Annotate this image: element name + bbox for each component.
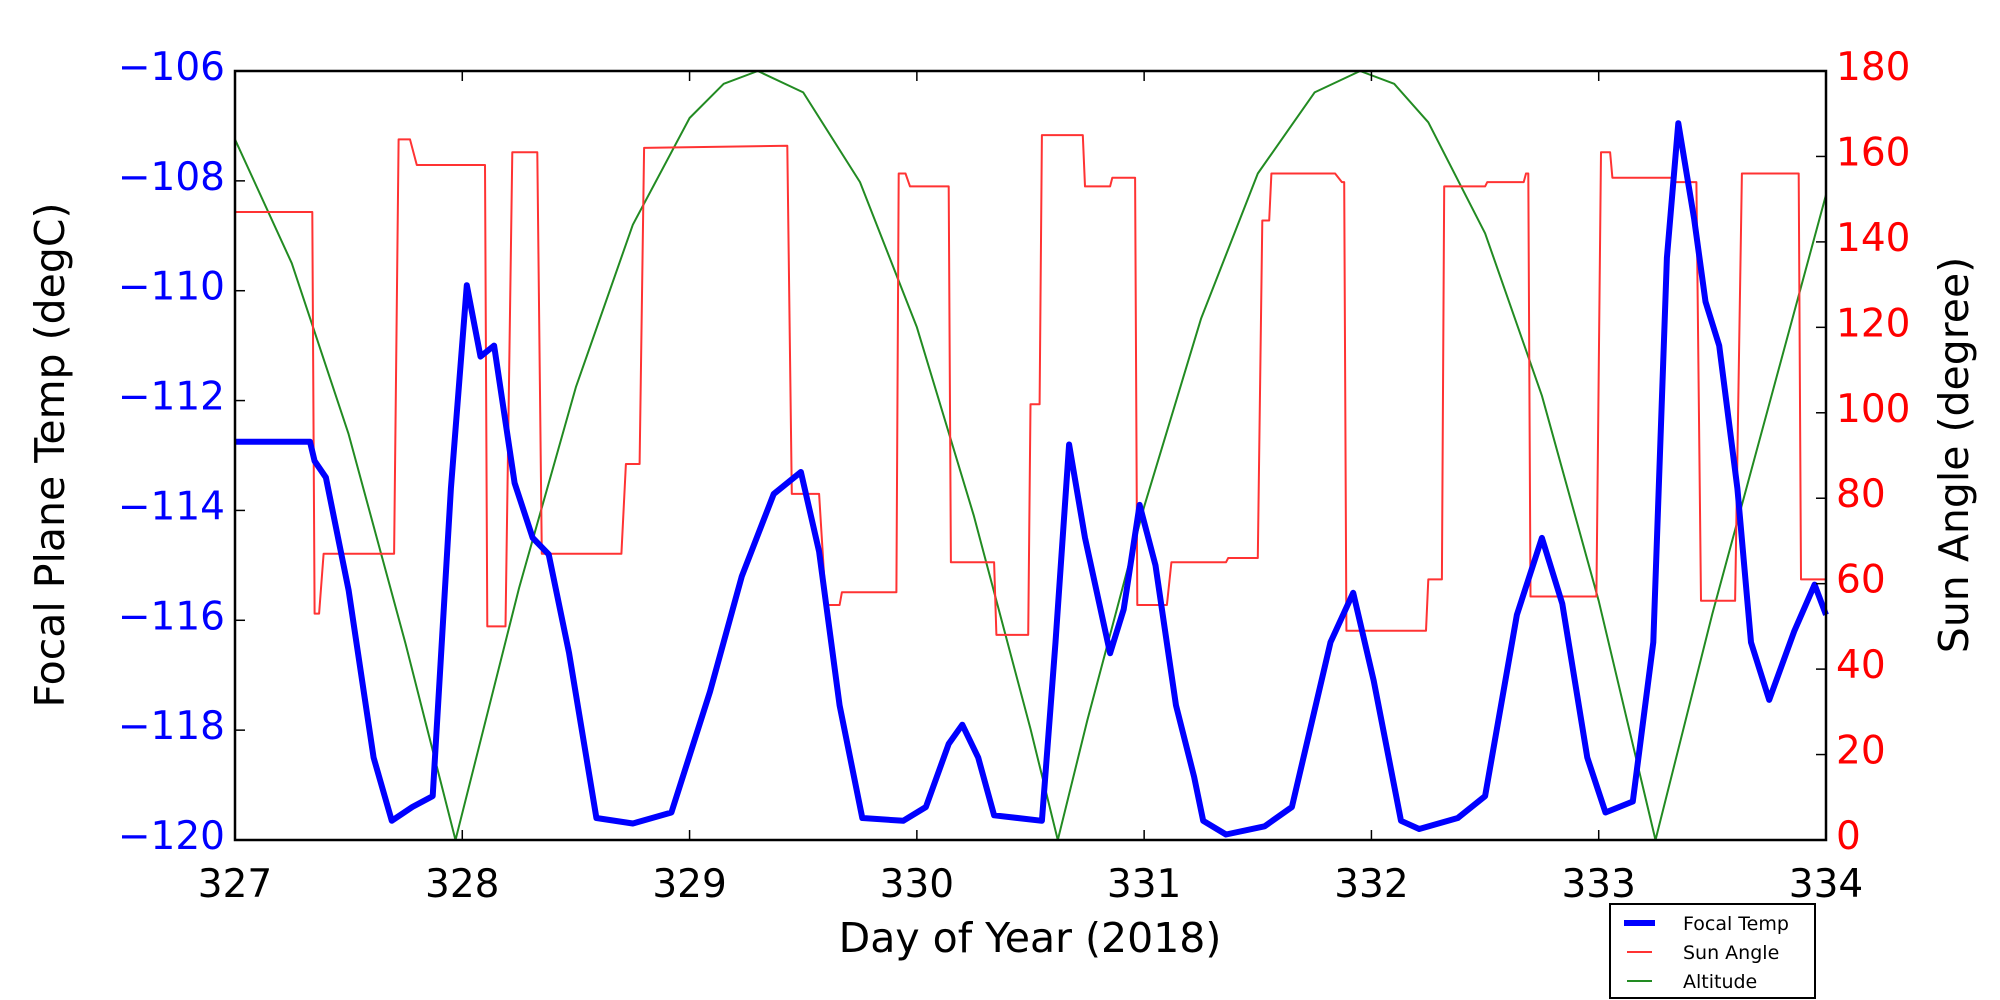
focal-temp-line (235, 120, 1829, 838)
y-axis-label: Focal Plane Temp (degC) (26, 203, 74, 708)
y-tick-label: −108 (118, 155, 225, 200)
y2-tick-label: 80 (1836, 472, 1886, 517)
y2-axis-label: Sun Angle (degree) (1930, 257, 1978, 653)
y2-tick-label: 60 (1836, 558, 1886, 603)
y-tick-label: −118 (118, 704, 225, 749)
legend-label-sun-angle: Sun Angle (1683, 942, 1779, 964)
y-tick-label: −110 (118, 265, 225, 310)
x-tick-label: 331 (1107, 862, 1181, 907)
y2-tick-label: 140 (1836, 216, 1910, 261)
sun-angle-line (235, 134, 1826, 636)
y-tick-label: −116 (118, 594, 225, 639)
y2-tick-label: 20 (1836, 729, 1886, 774)
y2-tick-label: 120 (1836, 301, 1910, 346)
y2-tick-label: 180 (1836, 45, 1910, 90)
ticks-layer: 327 328 329 330 331 332 333 334 −106 −108 −110 −112… (118, 45, 1911, 907)
legend: Focal Temp Sun Angle Altitude (1609, 903, 1816, 999)
x-tick-label: 334 (1789, 862, 1863, 907)
y-tick-label: −114 (118, 484, 225, 529)
x-tick-label: 327 (198, 862, 272, 907)
x-tick-label: 333 (1561, 862, 1635, 907)
x-tick-label: 332 (1334, 862, 1408, 907)
x-tick-label: 330 (880, 862, 954, 907)
y-tick-label: −112 (118, 375, 225, 420)
legend-label-altitude: Altitude (1683, 971, 1757, 993)
x-axis-label: Day of Year (2018) (839, 914, 1222, 962)
legend-label-focal-temp: Focal Temp (1683, 913, 1789, 935)
series-layer (234, 70, 1829, 841)
plot-frame (233, 69, 1828, 842)
y-tick-label: −120 (118, 814, 225, 859)
y2-tick-label: 40 (1836, 643, 1886, 688)
y2-tick-label: 160 (1836, 130, 1910, 175)
x-tick-label: 329 (652, 862, 726, 907)
y2-tick-label: 0 (1836, 814, 1861, 859)
y2-tick-label: 100 (1836, 387, 1910, 432)
y-tick-label: −106 (118, 45, 225, 90)
x-tick-label: 328 (425, 862, 499, 907)
